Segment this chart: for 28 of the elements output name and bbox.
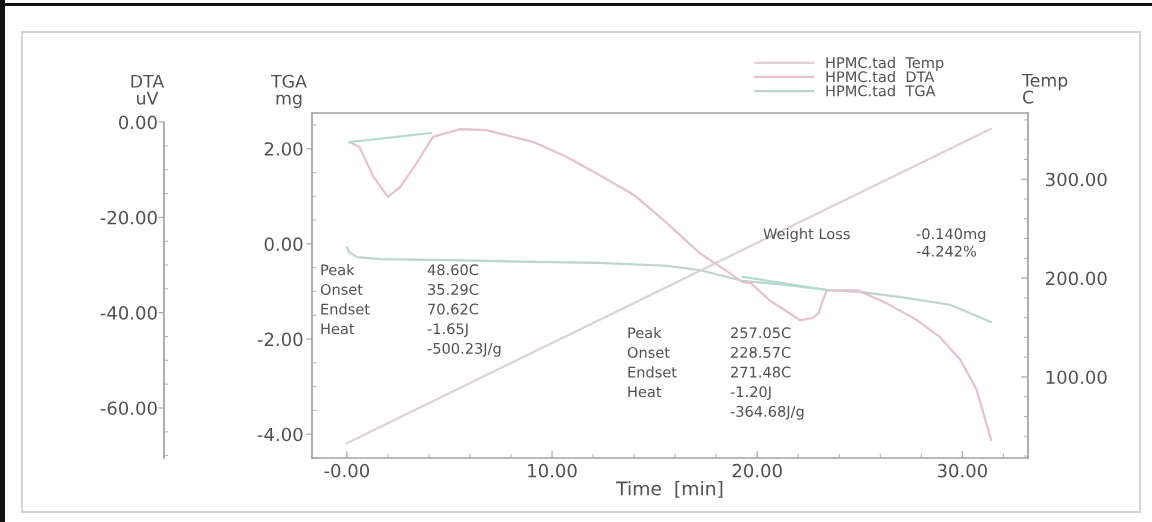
x-tick-label: 10.00 (528, 463, 577, 478)
y2-tick-label: 100.00 (1046, 370, 1107, 385)
y2-axis-title: Temp C (1021, 73, 1068, 104)
y-tick-label: -4.00 (257, 427, 303, 442)
x-tick-label: -0.00 (324, 463, 370, 478)
annotation: 48.60C 35.29C 70.62C -1.65J -500.23J/g (427, 264, 501, 357)
y3-tick-label: -60.00 (100, 401, 157, 416)
y2-tick-label: 200.00 (1045, 271, 1107, 286)
annotation: Weight Loss (763, 228, 850, 243)
y3-tick-label: -20.00 (100, 210, 157, 225)
x-axis-title: Time [min] (616, 481, 723, 498)
y2-tick-label: 300.00 (1046, 172, 1107, 187)
annotation: Peak Onset Endset Heat (627, 327, 677, 398)
annotation: 257.05C 228.57C 271.48C -1.20J -364.68J/g (730, 327, 804, 420)
y-tick-label: 0.00 (264, 237, 303, 251)
y-axis-title: TGA mg (270, 74, 307, 108)
x-tick-label: 20.00 (732, 463, 782, 478)
x-tick-label: 30.00 (937, 463, 987, 478)
y3-tick-label: -40.00 (100, 306, 157, 320)
y3-axis-title: DTA uV (131, 74, 165, 105)
y3-tick-label: 0.00 (118, 115, 157, 130)
legend-label: HPMC.tad Temp (826, 56, 944, 71)
legend-label: HPMC.tad DTA (826, 70, 935, 83)
legend-label: HPMC.tad TGA (826, 85, 936, 97)
annotation: -0.140mg -4.242% (916, 228, 986, 257)
y-tick-label: -2.00 (257, 332, 303, 347)
y-tick-label: 2.00 (264, 142, 303, 156)
annotation: Peak Onset Endset Heat (320, 264, 370, 335)
